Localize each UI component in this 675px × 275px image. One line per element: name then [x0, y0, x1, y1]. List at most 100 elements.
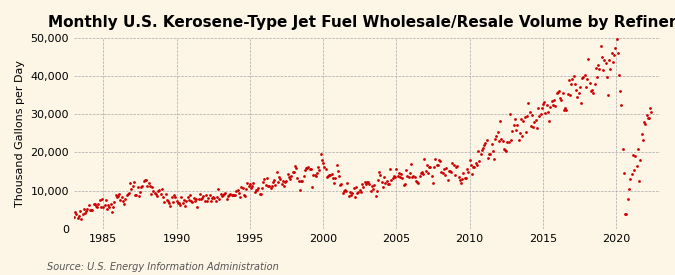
Point	[188, 196, 199, 200]
Point	[285, 177, 296, 181]
Point	[128, 180, 139, 185]
Point	[248, 180, 259, 185]
Point	[161, 198, 172, 203]
Point	[331, 163, 342, 168]
Point	[456, 181, 466, 186]
Point	[457, 177, 468, 182]
Point	[396, 172, 406, 176]
Point	[142, 184, 153, 188]
Point	[81, 209, 92, 213]
Point	[468, 165, 479, 169]
Point	[549, 97, 560, 102]
Point	[469, 165, 480, 169]
Point	[76, 217, 87, 222]
Point	[242, 180, 253, 185]
Point	[164, 201, 175, 206]
Point	[250, 188, 261, 193]
Point	[185, 193, 196, 197]
Point	[495, 119, 506, 123]
Point	[122, 192, 133, 196]
Point	[609, 53, 620, 57]
Point	[513, 138, 524, 142]
Point	[585, 89, 596, 93]
Point	[364, 182, 375, 186]
Point	[332, 169, 343, 173]
Point	[458, 171, 469, 175]
Point	[155, 192, 166, 196]
Point	[486, 142, 497, 146]
Point	[134, 190, 145, 194]
Point	[227, 193, 238, 197]
Point	[207, 196, 217, 200]
Point	[578, 75, 589, 79]
Point	[158, 195, 169, 199]
Point	[416, 170, 427, 174]
Point	[435, 159, 446, 163]
Point	[423, 170, 433, 175]
Point	[300, 167, 310, 172]
Point	[585, 81, 595, 85]
Point	[442, 178, 453, 182]
Point	[294, 188, 305, 192]
Point	[560, 106, 570, 110]
Point	[338, 189, 349, 193]
Point	[353, 189, 364, 194]
Point	[95, 205, 106, 210]
Point	[433, 162, 443, 167]
Point	[261, 183, 271, 187]
Point	[439, 173, 450, 177]
Point	[398, 183, 409, 188]
Point	[290, 164, 300, 169]
Point	[82, 207, 93, 211]
Point	[577, 76, 588, 80]
Point	[200, 192, 211, 197]
Point	[215, 192, 226, 197]
Point	[537, 106, 547, 110]
Point	[335, 183, 346, 187]
Point	[304, 167, 315, 171]
Point	[368, 187, 379, 192]
Point	[365, 189, 376, 193]
Point	[344, 194, 354, 198]
Point	[615, 89, 626, 93]
Point	[281, 178, 292, 183]
Point	[410, 179, 421, 183]
Point	[601, 75, 612, 79]
Point	[507, 129, 518, 134]
Point	[149, 191, 160, 196]
Point	[230, 193, 240, 197]
Point	[363, 180, 374, 185]
Point	[308, 173, 319, 177]
Point	[537, 101, 548, 106]
Point	[564, 78, 574, 82]
Point	[643, 116, 653, 120]
Point	[204, 193, 215, 197]
Point	[114, 192, 125, 196]
Point	[588, 91, 599, 95]
Point	[395, 175, 406, 179]
Point	[519, 115, 530, 120]
Point	[634, 179, 645, 183]
Point	[599, 58, 610, 62]
Point	[109, 199, 119, 204]
Point	[446, 170, 457, 174]
Point	[622, 197, 633, 201]
Point	[293, 178, 304, 183]
Point	[427, 181, 438, 186]
Point	[173, 201, 184, 205]
Point	[572, 95, 583, 100]
Point	[258, 179, 269, 184]
Point	[558, 91, 568, 95]
Point	[610, 46, 621, 50]
Point	[144, 184, 155, 189]
Point	[397, 176, 408, 180]
Point	[614, 73, 624, 78]
Point	[318, 161, 329, 165]
Point	[412, 180, 423, 184]
Point	[453, 175, 464, 179]
Point	[533, 106, 543, 110]
Point	[296, 178, 306, 183]
Point	[387, 176, 398, 181]
Point	[465, 163, 476, 167]
Point	[570, 82, 580, 87]
